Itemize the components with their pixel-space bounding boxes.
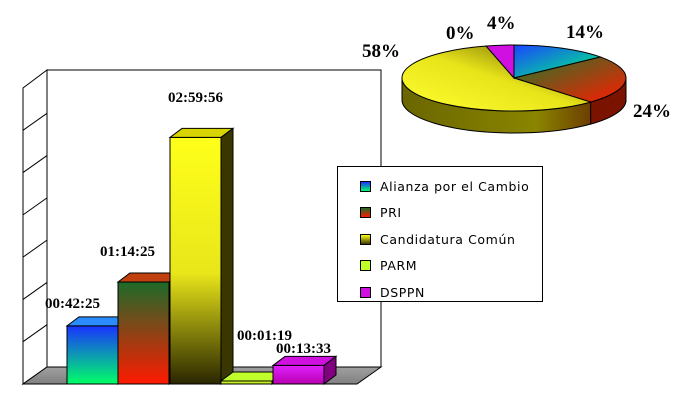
legend-item: PARM <box>338 253 542 280</box>
legend-label: PARM <box>380 258 418 274</box>
pie-slice-3 <box>401 45 593 112</box>
bar-front <box>272 364 325 385</box>
bar-data-label: 01:14:25 <box>100 244 155 260</box>
pie-data-label: 14% <box>566 22 604 43</box>
legend-swatch <box>360 286 371 298</box>
legend-label: Candidatura Común <box>380 231 516 247</box>
bars <box>65 127 338 385</box>
gridline <box>22 155 48 173</box>
bar-data-label: 00:13:33 <box>276 341 331 357</box>
gridlines <box>22 112 48 343</box>
legend-label: DSPPN <box>380 284 425 300</box>
pie-slice-1 <box>513 44 603 79</box>
bar-front <box>66 325 119 385</box>
bar-data-label: 02:59:56 <box>168 90 223 106</box>
pie-slices <box>401 44 627 112</box>
legend-item: PRI <box>338 200 542 227</box>
pie-slice-2 <box>512 56 627 103</box>
bar-data-label: 00:01:19 <box>237 328 292 344</box>
pie-slice-5 <box>485 44 515 80</box>
gridline <box>22 282 48 300</box>
gridline <box>22 239 48 258</box>
bar-side <box>220 127 234 385</box>
legend-swatch <box>360 260 371 272</box>
bar-data-label: 00:42:25 <box>45 296 100 312</box>
pie-data-labels: 14% 24% 58% 0% 4% <box>362 13 671 122</box>
legend-label: PRI <box>380 205 402 221</box>
legend-swatch <box>360 233 371 245</box>
bar-front <box>117 281 170 385</box>
bar-front <box>169 136 222 385</box>
pie-data-label: 4% <box>487 13 516 34</box>
legend-item: Alianza por el Cambio <box>338 173 542 200</box>
pie-data-label: 0% <box>446 23 475 44</box>
legend-swatch <box>360 180 371 192</box>
bar-3 <box>168 127 235 385</box>
gridline <box>22 324 48 343</box>
legend-label: Alianza por el Cambio <box>380 178 530 194</box>
bar-side <box>323 355 337 385</box>
legend-item: DSPPN <box>338 279 542 306</box>
pie-data-label: 24% <box>633 101 671 122</box>
legend: Alianza por el Cambio PRI Candidatura Comú… <box>337 166 543 302</box>
bar-5 <box>271 355 338 385</box>
left-wall <box>22 69 48 385</box>
pie-data-label: 58% <box>362 41 400 62</box>
legend-item: Candidatura Común <box>338 226 542 253</box>
gridline <box>22 197 48 216</box>
legend-swatch <box>360 207 371 219</box>
pie-chart: 14% 24% 58% 0% 4% <box>362 13 671 134</box>
gridline <box>22 112 48 131</box>
